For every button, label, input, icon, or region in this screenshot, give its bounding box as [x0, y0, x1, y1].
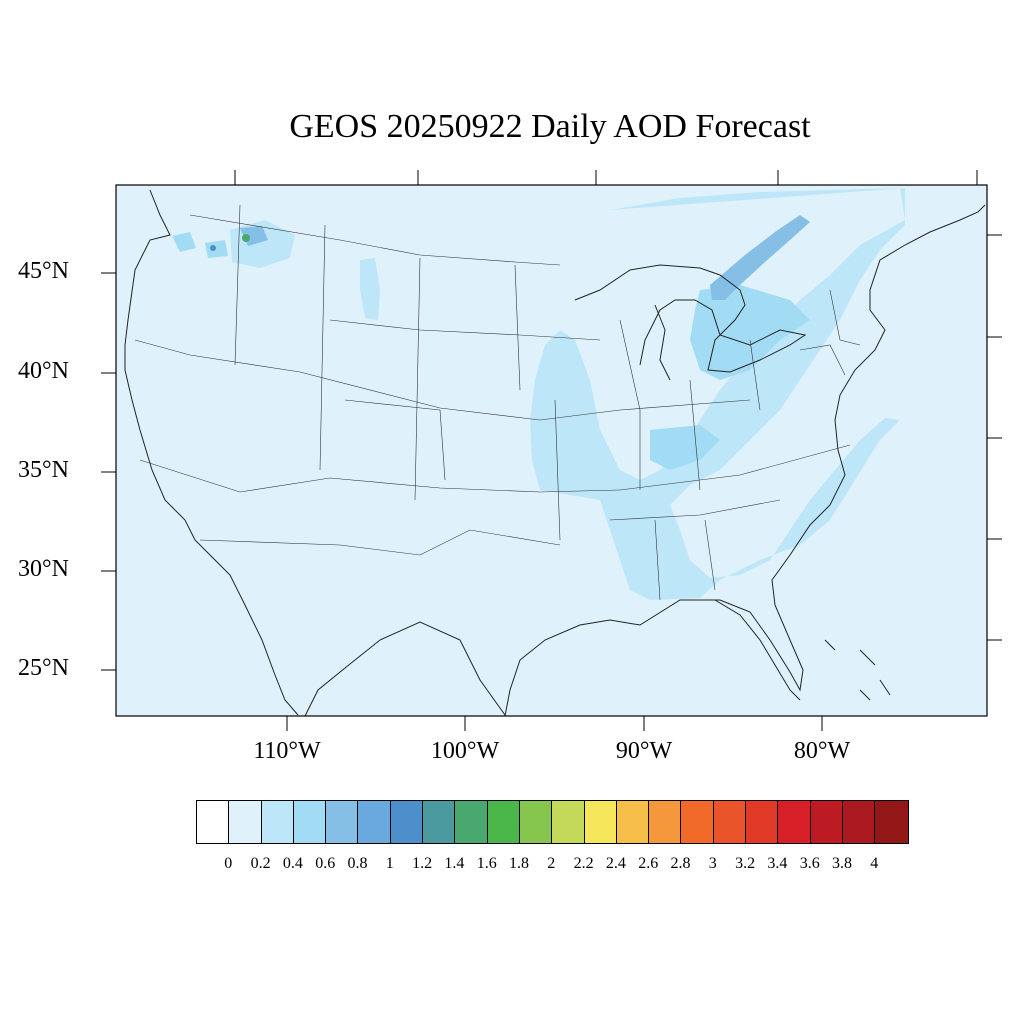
colorbar-box	[326, 801, 359, 843]
bahamas	[824, 639, 891, 701]
colorbar-box	[487, 801, 520, 843]
florida	[714, 599, 801, 701]
colorbar-box	[293, 801, 327, 843]
colorbar-box	[681, 801, 714, 843]
colorbar-tick-label: 0.6	[315, 855, 336, 872]
colorbar-box	[552, 801, 585, 843]
plume-northeast	[530, 188, 905, 600]
colorbar-tick-label: 3.8	[832, 855, 852, 872]
colorbar-box	[229, 801, 262, 843]
colorbar-box	[778, 801, 811, 843]
plume-wyoming	[360, 258, 380, 320]
colorbar-box	[746, 801, 779, 843]
hotspot-montana	[242, 234, 250, 242]
colorbar-tick-label: 1.4	[444, 855, 465, 872]
colorbar-tick-label: 0.4	[282, 855, 303, 872]
us-outline	[124, 189, 986, 717]
colorbar-tick-label: 2.6	[638, 855, 659, 872]
colorbar-box	[358, 801, 391, 843]
colorbar-tick-label: 2.2	[573, 855, 594, 872]
colorbar	[196, 800, 909, 844]
great-lakes	[574, 264, 807, 381]
colorbar-tick-label: 2	[547, 855, 556, 872]
colorbar-box	[584, 801, 617, 843]
colorbar-tick-label: 3.4	[767, 855, 788, 872]
plume-washington	[172, 232, 196, 252]
map-title: GEOS 20250922 Daily AOD Forecast	[289, 108, 811, 145]
lat-label-40: 40°N	[18, 358, 69, 384]
lat-label-30: 30°N	[18, 556, 69, 582]
colorbar-tick-label: 0.8	[347, 855, 368, 872]
colorbar-box	[649, 801, 682, 843]
colorbar-box	[842, 801, 876, 843]
colorbar-box	[390, 801, 424, 843]
lon-label-100w: 100°W	[430, 738, 500, 764]
colorbar-tick-label: 3	[708, 855, 717, 872]
colorbar-box	[423, 801, 456, 843]
hotspot-washington	[210, 245, 216, 251]
plume-band-dense	[710, 215, 810, 300]
lon-label-90w: 90°W	[615, 738, 673, 764]
colorbar-tick-label: 2.8	[670, 855, 691, 872]
coastlines	[124, 189, 986, 717]
colorbar-box	[455, 801, 488, 843]
colorbar-tick-label: 1.6	[476, 855, 497, 872]
lon-label-80w: 80°W	[793, 738, 851, 764]
colorbar-box	[713, 801, 747, 843]
plume-ohio-valley	[650, 425, 720, 470]
lat-label-25: 25°N	[18, 655, 69, 681]
colorbar-tick-label: 3.6	[799, 855, 820, 872]
colorbar-box	[261, 801, 294, 843]
colorbar-tick-label: 1	[385, 855, 394, 872]
colorbar-tick-label: 1.2	[412, 855, 433, 872]
lon-label-110w: 110°W	[253, 738, 321, 764]
map-border	[115, 184, 988, 717]
colorbar-box	[519, 801, 553, 843]
colorbar-tick-label: 0.2	[250, 855, 271, 872]
colorbar-tick-label: 2.4	[605, 855, 626, 872]
colorbar-box	[810, 801, 843, 843]
state-borders	[134, 204, 861, 601]
map-ticks	[101, 170, 1002, 731]
lat-label-35: 35°N	[18, 457, 69, 483]
colorbar-box	[875, 801, 908, 843]
aod-plumes	[172, 188, 905, 600]
lat-label-45: 45°N	[18, 258, 69, 284]
plume-washington-east	[205, 240, 228, 258]
colorbar-box	[197, 801, 230, 843]
plume-great-lakes	[690, 285, 810, 380]
colorbar-tick-label: 4	[870, 855, 879, 872]
colorbar-box	[616, 801, 650, 843]
colorbar-tick-label: 3.2	[735, 855, 756, 872]
colorbar-tick-label: 0	[224, 855, 233, 872]
colorbar-tick-label: 1.8	[509, 855, 529, 872]
